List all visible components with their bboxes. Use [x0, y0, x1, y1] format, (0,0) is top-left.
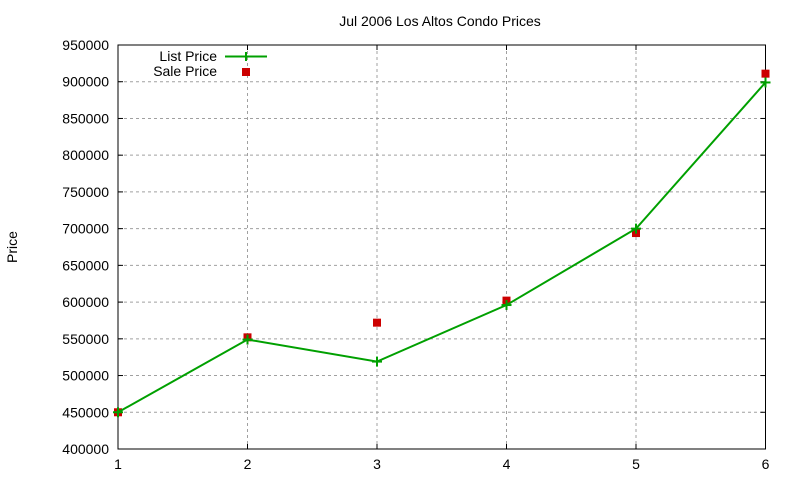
x-tick-labels: 1 2 3 4 5 6 — [114, 456, 770, 472]
x-tick-label: 4 — [503, 456, 511, 472]
legend-square-marker-icon — [242, 68, 250, 76]
chart-title: Jul 2006 Los Altos Condo Prices — [339, 13, 541, 29]
y-tick-label: 900000 — [62, 74, 109, 90]
y-tick-label: 600000 — [62, 294, 109, 310]
y-tick-label: 950000 — [62, 37, 109, 53]
legend: List Price Sale Price — [153, 48, 267, 79]
tick-marks — [117, 44, 766, 450]
y-tick-label: 450000 — [62, 404, 109, 420]
y-tick-label: 500000 — [62, 368, 109, 384]
legend-label-sale-price: Sale Price — [153, 63, 217, 79]
x-tick-label: 5 — [632, 456, 640, 472]
y-tick-label: 550000 — [62, 331, 109, 347]
y-tick-label: 750000 — [62, 184, 109, 200]
sale-price-point — [761, 69, 770, 78]
y-tick-label: 650000 — [62, 257, 109, 273]
y-tick-labels: 400000 450000 500000 550000 600000 650000 7000… — [62, 37, 109, 457]
legend-label-list-price: List Price — [159, 48, 217, 64]
x-tick-label: 2 — [244, 456, 252, 472]
y-tick-label: 850000 — [62, 110, 109, 126]
plot-border — [117, 44, 766, 450]
y-tick-label: 400000 — [62, 441, 109, 457]
grid-lines — [118, 45, 766, 449]
x-tick-label: 3 — [373, 456, 381, 472]
y-axis-label: Price — [4, 231, 20, 263]
x-tick-label: 1 — [114, 456, 122, 472]
x-tick-label: 6 — [762, 456, 770, 472]
y-tick-label: 800000 — [62, 147, 109, 163]
list-price-line — [117, 81, 767, 414]
y-tick-label: 700000 — [62, 221, 109, 237]
sale-price-point — [373, 318, 381, 327]
series-layer — [113, 69, 771, 418]
